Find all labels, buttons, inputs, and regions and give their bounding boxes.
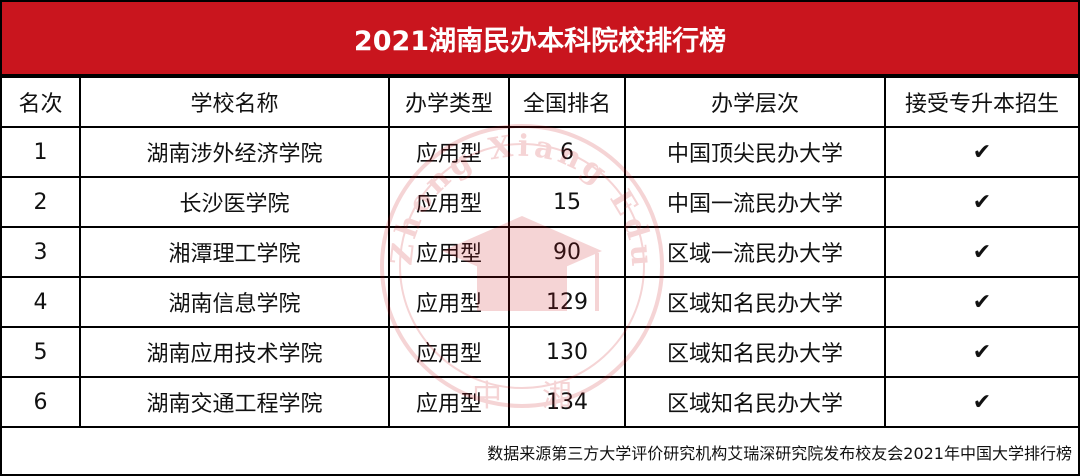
national-rank-cell: 6 xyxy=(508,126,626,178)
national-rank-cell: 129 xyxy=(508,276,626,328)
type-cell: 应用型 xyxy=(388,176,510,228)
header-row: 名次 学校名称 办学类型 全国排名 办学层次 接受专升本招生 xyxy=(2,76,1078,128)
table-row: 4 湖南信息学院 应用型 129 区域知名民办大学 ✔ xyxy=(2,276,1078,328)
column-header-rank: 名次 xyxy=(2,76,81,128)
column-header-accepts-upgrade: 接受专升本招生 xyxy=(884,76,1078,128)
check-icon: ✔ xyxy=(884,376,1078,428)
rank-cell: 2 xyxy=(2,176,81,228)
rank-cell: 5 xyxy=(2,326,81,378)
type-cell: 应用型 xyxy=(388,326,510,378)
check-icon: ✔ xyxy=(884,276,1078,328)
ranking-table: 名次 学校名称 办学类型 全国排名 办学层次 接受专升本招生 1 湖南涉外经济学… xyxy=(2,76,1078,428)
table-row: 3 湘潭理工学院 应用型 90 区域一流民办大学 ✔ xyxy=(2,226,1078,278)
table-row: 6 湖南交通工程学院 应用型 134 区域知名民办大学 ✔ xyxy=(2,376,1078,428)
source-footnote: 数据来源第三方大学评价研究机构艾瑞深研究院发布校友会2021年中国大学排行榜 xyxy=(487,444,1072,463)
national-rank-cell: 15 xyxy=(508,176,626,228)
check-icon: ✔ xyxy=(884,176,1078,228)
level-cell: 区域知名民办大学 xyxy=(624,326,886,378)
table-row: 2 长沙医学院 应用型 15 中国一流民办大学 ✔ xyxy=(2,176,1078,228)
column-header-school-name: 学校名称 xyxy=(79,76,390,128)
level-cell: 中国顶尖民办大学 xyxy=(624,126,886,178)
school-name-cell: 湖南涉外经济学院 xyxy=(79,126,390,178)
level-cell: 区域知名民办大学 xyxy=(624,276,886,328)
column-header-type: 办学类型 xyxy=(388,76,510,128)
page-title: 2021湖南民办本科院校排行榜 xyxy=(2,2,1078,76)
school-name-cell: 湖南应用技术学院 xyxy=(79,326,390,378)
type-cell: 应用型 xyxy=(388,276,510,328)
level-cell: 中国一流民办大学 xyxy=(624,176,886,228)
column-header-national-rank: 全国排名 xyxy=(508,76,626,128)
rank-cell: 6 xyxy=(2,376,81,428)
column-header-level: 办学层次 xyxy=(624,76,886,128)
national-rank-cell: 130 xyxy=(508,326,626,378)
type-cell: 应用型 xyxy=(388,376,510,428)
rank-cell: 1 xyxy=(2,126,81,178)
type-cell: 应用型 xyxy=(388,126,510,178)
check-icon: ✔ xyxy=(884,226,1078,278)
school-name-cell: 长沙医学院 xyxy=(79,176,390,228)
rank-cell: 4 xyxy=(2,276,81,328)
type-cell: 应用型 xyxy=(388,226,510,278)
table-row: 1 湖南涉外经济学院 应用型 6 中国顶尖民办大学 ✔ xyxy=(2,126,1078,178)
level-cell: 区域知名民办大学 xyxy=(624,376,886,428)
national-rank-cell: 90 xyxy=(508,226,626,278)
school-name-cell: 湖南交通工程学院 xyxy=(79,376,390,428)
school-name-cell: 湘潭理工学院 xyxy=(79,226,390,278)
check-icon: ✔ xyxy=(884,326,1078,378)
national-rank-cell: 134 xyxy=(508,376,626,428)
rank-cell: 3 xyxy=(2,226,81,278)
check-icon: ✔ xyxy=(884,126,1078,178)
level-cell: 区域一流民办大学 xyxy=(624,226,886,278)
table-row: 5 湖南应用技术学院 应用型 130 区域知名民办大学 ✔ xyxy=(2,326,1078,378)
school-name-cell: 湖南信息学院 xyxy=(79,276,390,328)
